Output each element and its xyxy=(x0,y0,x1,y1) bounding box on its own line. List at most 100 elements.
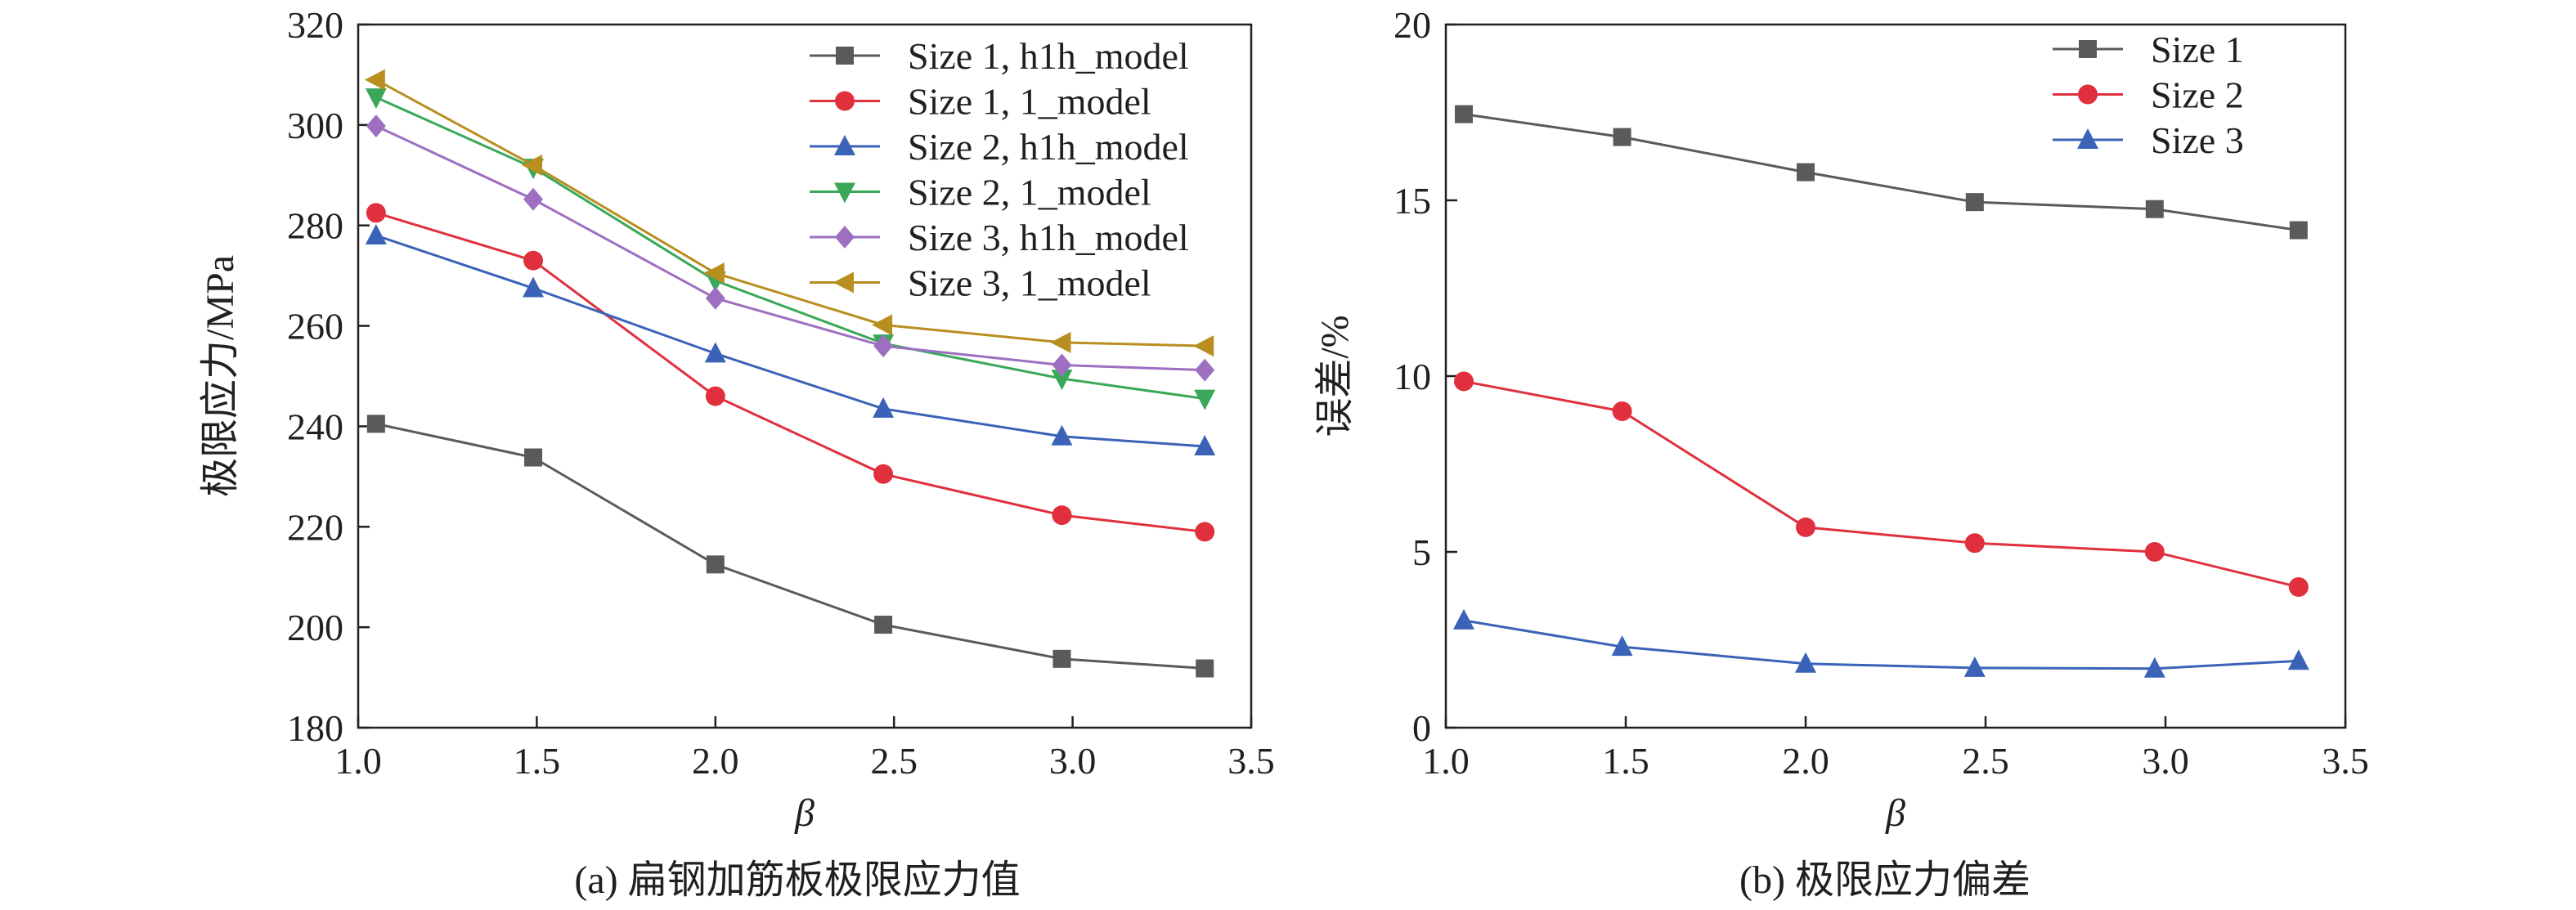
x-tick-label: 2.0 xyxy=(692,740,739,782)
y-tick-label: 0 xyxy=(1412,707,1431,749)
legend-item: Size 2, h1h_model xyxy=(810,126,1189,168)
data-point xyxy=(873,334,894,358)
x-tick-label: 3.0 xyxy=(2142,740,2189,782)
legend-marker xyxy=(2079,40,2097,58)
legend-marker xyxy=(835,91,855,111)
legend-marker xyxy=(835,226,855,249)
data-point xyxy=(1613,128,1631,146)
legend-label: Size 3, h1h_model xyxy=(908,217,1189,258)
legend-label: Size 1, 1_model xyxy=(908,81,1151,123)
x-axis-title: β xyxy=(794,791,815,835)
data-point xyxy=(2289,221,2308,240)
series-1 xyxy=(366,415,1214,678)
legend-label: Size 1, h1h_model xyxy=(908,35,1189,77)
data-point xyxy=(523,250,544,271)
series-line xyxy=(1463,619,2299,670)
legend-item: Size 2 xyxy=(2053,74,2244,116)
series-2 xyxy=(366,203,1215,542)
y-tick-label: 300 xyxy=(287,105,343,146)
legend-item: Size 3, h1h_model xyxy=(810,217,1189,258)
y-tick-label: 15 xyxy=(1393,180,1431,222)
x-tick-label: 2.0 xyxy=(1782,740,1829,782)
panel-a-stress-chart: 1.0 1.5 2.0 2.5 3.0 3.5 180 200 220 240 260 280 300 3… xyxy=(199,4,1275,835)
series-line xyxy=(1463,379,2300,589)
y-tick-label: 220 xyxy=(287,506,343,548)
data-point xyxy=(1052,353,1072,377)
x-tick-label: 1.0 xyxy=(334,740,382,782)
y-tick-label: 10 xyxy=(1393,356,1431,397)
x-tick-label: 2.5 xyxy=(870,740,918,782)
legend-marker xyxy=(2077,128,2098,149)
legend-item: Size 3 xyxy=(2053,119,2244,161)
legend-item: Size 2, 1_model xyxy=(810,172,1151,213)
legend-label: Size 2, 1_model xyxy=(908,172,1151,213)
y-tick-label: 20 xyxy=(1393,4,1431,46)
y-tick-label: 260 xyxy=(287,306,343,347)
data-point xyxy=(706,555,725,574)
plot-frame xyxy=(357,23,1253,729)
series-line xyxy=(375,211,1205,533)
data-point xyxy=(523,276,545,298)
data-point xyxy=(366,114,386,138)
series-3 xyxy=(1453,608,2309,678)
series-1 xyxy=(1455,105,2308,240)
data-point xyxy=(1195,358,1215,382)
data-point xyxy=(1796,517,1815,537)
y-tick-label: 5 xyxy=(1412,531,1431,573)
data-point xyxy=(365,224,387,244)
data-point xyxy=(1052,505,1072,526)
data-point xyxy=(1193,335,1214,357)
legend-marker xyxy=(834,135,855,155)
legend-marker xyxy=(836,47,854,65)
data-point xyxy=(1611,635,1633,657)
legend-label: Size 3, 1_model xyxy=(908,262,1151,304)
series-2 xyxy=(1454,371,2309,597)
data-point xyxy=(2288,577,2309,597)
data-point xyxy=(1455,105,1473,123)
data-point xyxy=(1453,608,1474,630)
series-5 xyxy=(366,114,1215,382)
x-tick-label: 3.5 xyxy=(1227,740,1275,782)
legend-item: Size 3, 1_model xyxy=(810,262,1151,304)
data-point xyxy=(1195,522,1215,542)
data-point xyxy=(2287,649,2309,670)
series-line xyxy=(375,78,1205,347)
data-point xyxy=(704,342,726,363)
data-point xyxy=(2143,657,2165,678)
data-point xyxy=(524,448,543,467)
data-point xyxy=(1196,659,1214,678)
data-point xyxy=(1194,435,1216,455)
legend-item: Size 1, h1h_model xyxy=(810,35,1189,77)
legend-marker xyxy=(834,182,855,204)
y-axis-title: 极限应力/MPa xyxy=(199,255,242,497)
x-axis-title: β xyxy=(1885,791,1905,835)
y-tick-label: 320 xyxy=(287,4,343,46)
data-point xyxy=(365,88,387,110)
data-point xyxy=(2145,199,2164,218)
data-point xyxy=(1454,371,1474,392)
y-tick-label: 200 xyxy=(287,607,343,648)
data-point xyxy=(1052,649,1071,668)
data-point xyxy=(364,69,385,91)
data-point xyxy=(1964,533,1985,554)
series-3 xyxy=(365,224,1216,455)
data-point xyxy=(705,386,725,406)
data-point xyxy=(873,397,895,418)
legend-item: Size 1, 1_model xyxy=(810,81,1151,123)
y-tick-label: 240 xyxy=(287,406,343,447)
data-point xyxy=(1194,389,1216,410)
y-tick-label: 180 xyxy=(287,707,343,749)
series-line xyxy=(1463,113,2300,232)
data-point xyxy=(522,155,543,176)
y-tick-label: 280 xyxy=(287,205,343,247)
legend-marker xyxy=(833,271,854,294)
data-point xyxy=(1050,331,1071,353)
series-line xyxy=(375,234,1205,448)
data-point xyxy=(1051,424,1073,446)
series-line xyxy=(375,96,1205,401)
series-line xyxy=(375,422,1205,670)
